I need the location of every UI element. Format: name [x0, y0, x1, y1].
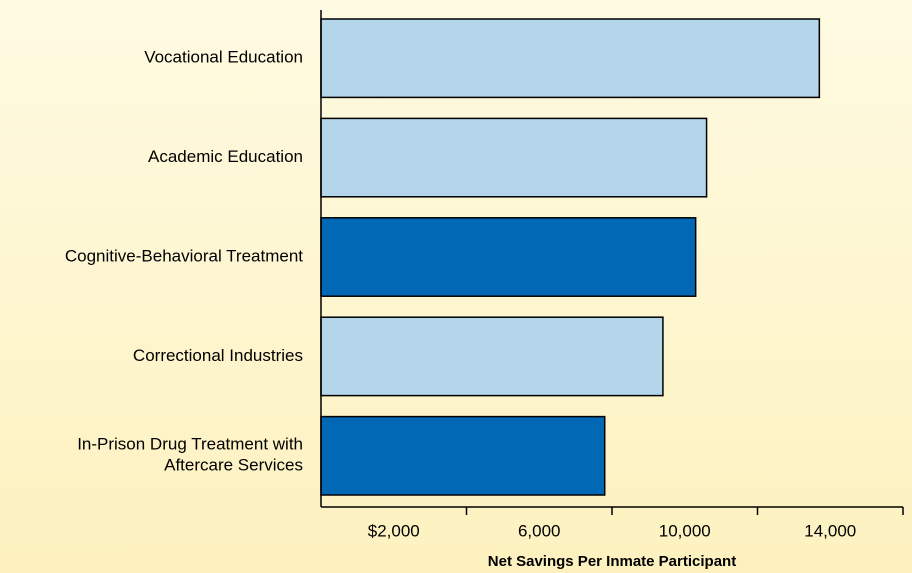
bar [320, 316, 664, 397]
x-tick-label: 6,000 [518, 521, 561, 540]
bar [320, 415, 606, 496]
y-tick-label: In-Prison Drug Treatment with Aftercare S… [77, 435, 303, 475]
bar [320, 117, 708, 198]
y-tick-label: Vocational Education [144, 48, 303, 67]
x-tick-label: 10,000 [659, 521, 711, 540]
y-tick-label: Academic Education [148, 147, 303, 166]
bar [320, 217, 697, 297]
y-tick-label: Correctional Industries [133, 346, 303, 365]
bar [320, 18, 821, 99]
x-axis-title: Net Savings Per Inmate Participant [488, 553, 736, 570]
x-tick-label: 14,000 [804, 521, 856, 540]
x-tick-label: $2,000 [368, 521, 420, 540]
y-tick-label: Cognitive-Behavioral Treatment [65, 246, 303, 265]
